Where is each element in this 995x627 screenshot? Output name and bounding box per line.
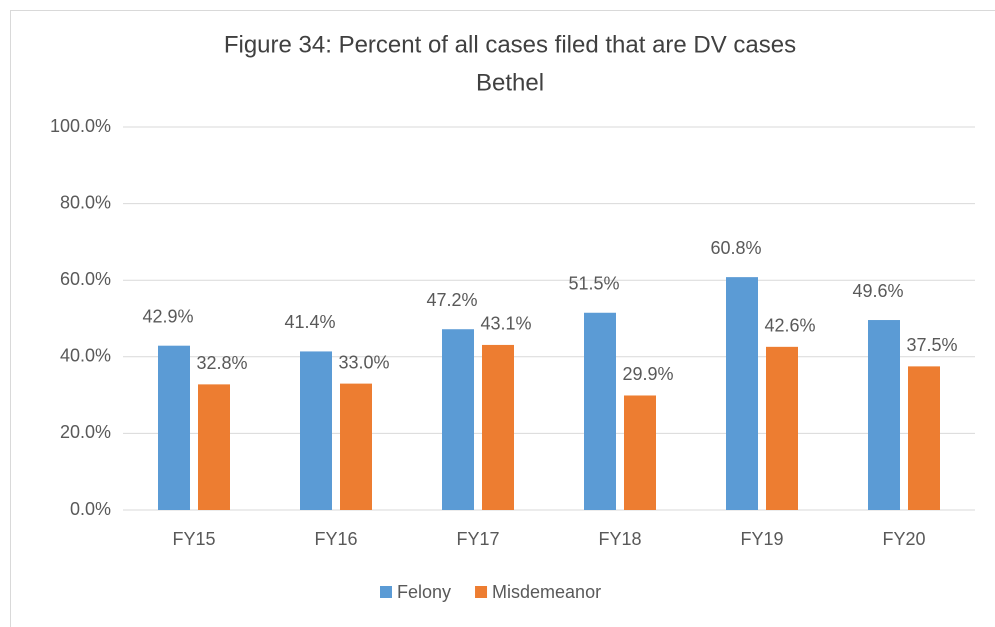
data-label: 43.1%: [480, 314, 531, 334]
bar: [908, 366, 940, 510]
y-tick-label: 20.0%: [60, 422, 111, 442]
bar: [300, 351, 332, 510]
data-label: 41.4%: [284, 312, 335, 332]
chart-subtitle: Bethel: [476, 69, 544, 96]
bar: [198, 384, 230, 510]
y-tick-label: 80.0%: [60, 192, 111, 212]
chart-border: [10, 10, 995, 627]
x-tick-label: FY16: [314, 529, 357, 549]
y-tick-label: 60.0%: [60, 269, 111, 289]
bar: [624, 395, 656, 510]
bar: [868, 320, 900, 510]
chart-title: Figure 34: Percent of all cases filed th…: [224, 31, 796, 58]
y-tick-label: 40.0%: [60, 346, 111, 366]
bar: [482, 344, 514, 510]
y-tick-label: 0.0%: [70, 499, 111, 519]
y-tick-label: 100.0%: [50, 116, 111, 136]
legend-label: Felony: [397, 582, 451, 602]
data-label: 42.9%: [142, 306, 193, 326]
legend-swatch: [475, 586, 488, 598]
data-label: 60.8%: [710, 238, 761, 258]
bar: [340, 383, 372, 510]
x-tick-label: FY15: [172, 529, 215, 549]
data-label: 42.6%: [764, 316, 815, 336]
data-label: 37.5%: [906, 335, 957, 355]
data-label: 51.5%: [568, 274, 619, 294]
bar: [158, 345, 190, 510]
legend-swatch: [380, 586, 392, 598]
bar: [442, 329, 474, 510]
legend-label: Misdemeanor: [492, 582, 601, 602]
data-label: 33.0%: [338, 352, 389, 372]
x-tick-label: FY19: [740, 529, 783, 549]
bar: [584, 312, 616, 510]
data-label: 47.2%: [426, 290, 477, 310]
x-tick-label: FY17: [456, 529, 499, 549]
data-label: 49.6%: [852, 281, 903, 301]
bar: [766, 346, 798, 510]
x-tick-label: FY18: [598, 529, 641, 549]
data-label: 29.9%: [622, 364, 673, 384]
data-label: 32.8%: [196, 353, 247, 373]
bar: [726, 277, 758, 510]
x-tick-label: FY20: [882, 529, 925, 549]
